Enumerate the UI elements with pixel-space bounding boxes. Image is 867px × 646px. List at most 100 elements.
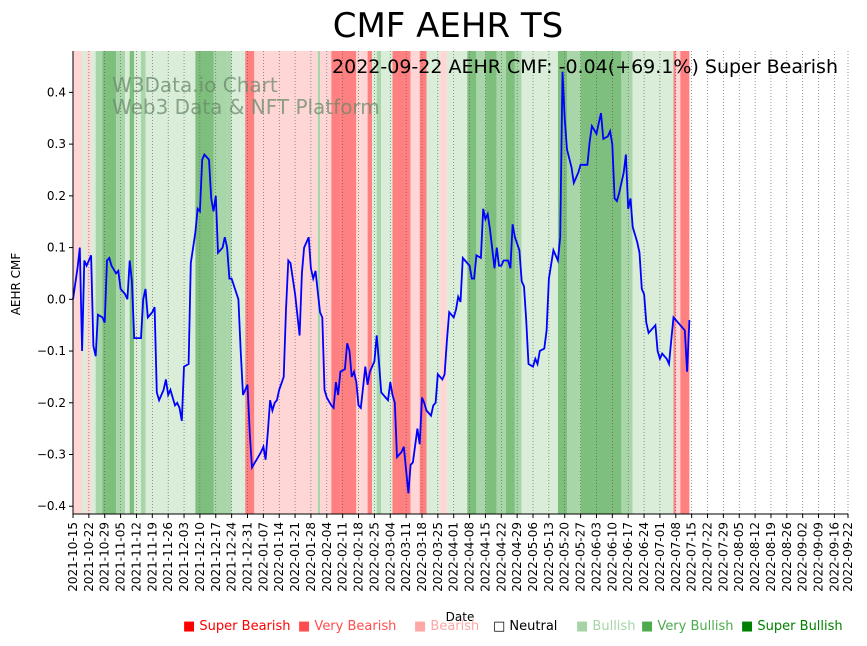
legend-item-very-bearish: ■ Very Bearish [298,619,396,634]
y-tick-label: 0.4 [47,85,66,99]
band-bullish [376,51,382,514]
y-tick-label: −0.1 [37,344,66,358]
y-tick-label: 0.3 [47,137,66,151]
band-neutral [134,51,141,514]
band-bearish [254,51,318,514]
background-bands [73,51,690,514]
y-tick-label: −0.3 [37,448,66,462]
band-bearish [440,51,447,514]
x-tick-label: 2022-05-13 [542,522,556,592]
x-tick-label: 2021-10-15 [66,522,80,592]
watermark: W3Data.io Chart Web3 Data & NFT Platform [112,73,380,119]
y-tick-label: −0.2 [37,396,66,410]
x-tick-label: 2022-07-29 [716,522,730,592]
x-tick-label: 2022-08-05 [732,522,746,592]
legend-label: Neutral [505,619,558,634]
band-very-bullish [557,51,568,514]
band-neutral [453,51,468,514]
band-bearish [410,51,420,514]
band-bullish [514,51,522,514]
legend-label: Bullish [588,619,636,634]
x-tick-label: 2022-01-07 [256,522,270,592]
band-neutral [381,51,388,514]
legend-item-bearish: ■ Bearish [414,619,479,634]
band-bullish [567,51,581,514]
x-tick-label: 2022-05-06 [526,522,540,592]
x-tick-label: 2022-07-08 [669,522,683,592]
x-tick-label: 2022-01-14 [272,522,286,592]
y-tick-label: −0.4 [37,499,66,513]
band-neutral [240,51,246,514]
legend-label: Bearish [426,619,480,634]
watermark-line-1: W3Data.io Chart [112,73,278,97]
x-tick-label: 2021-12-03 [177,522,191,592]
x-tick-label: 2022-08-19 [764,522,778,592]
x-tick-label: 2022-03-25 [431,522,445,592]
x-tick-label: 2022-06-17 [621,522,635,592]
x-tick-label: 2022-04-29 [510,522,524,592]
band-neutral [184,51,189,514]
x-tick-label: 2022-03-18 [415,522,429,592]
x-tick-label: 2022-09-02 [796,522,810,592]
band-very-bearish [331,51,341,514]
x-tick-label: 2021-12-17 [209,522,223,592]
legend-label: Super Bearish [195,619,291,634]
x-tick-label: 2021-11-19 [145,522,159,592]
band-neutral [521,51,558,514]
x-tick-label: 2022-06-03 [589,522,603,592]
x-tick-label: 2022-09-16 [827,522,841,592]
x-tick-label: 2022-02-04 [320,522,334,592]
y-axis-label: AEHR CMF [9,253,23,316]
band-very-bearish [392,51,411,514]
legend-swatch: ■ [183,619,196,634]
legend-swatch: ■ [414,619,427,634]
x-tick-label: 2022-08-12 [748,522,762,592]
legend-item-very-bullish: ■ Very Bullish [641,619,734,634]
legend-label: Super Bullish [753,619,843,634]
band-neutral [145,51,185,514]
band-bullish [621,51,633,514]
y-tick-label: 0.0 [47,292,66,306]
legend-swatch: ■ [741,619,754,634]
legend-label: Very Bearish [310,619,397,634]
band-very-bearish [340,51,357,514]
x-tick-label: 2022-02-25 [367,522,381,592]
band-neutral [426,51,432,514]
x-tick-label: 2021-11-26 [161,522,175,592]
x-tick-label: 2022-01-21 [288,522,302,592]
legend-item-super-bearish: ■ Super Bearish [183,619,291,634]
series-line [72,71,691,494]
band-bearish [360,51,368,514]
band-neutral [431,51,441,514]
legend-swatch: ■ [641,619,654,634]
band-bullish [120,51,126,514]
band-bearish [675,51,681,514]
x-tick-label: 2022-05-27 [574,522,588,592]
band-bearish [326,51,332,514]
watermark-line-2: Web3 Data & NFT Platform [112,95,380,119]
y-tick-label: 0.1 [47,241,66,255]
y-tick-label: 0.2 [47,189,66,203]
legend-item-neutral: □ Neutral [493,619,557,634]
band-very-bearish [680,51,690,514]
x-tick-label: 2022-06-24 [637,522,651,592]
x-tick-label: 2021-12-24 [225,522,239,592]
band-neutral [632,51,674,514]
x-tick-label: 2022-02-18 [352,522,366,592]
x-tick-label: 2022-04-08 [463,522,477,592]
band-neutral [125,51,130,514]
band-bullish [317,51,321,514]
legend-swatch: □ [493,619,506,634]
band-neutral [91,51,96,514]
band-neutral [231,51,241,514]
band-bullish [227,51,232,514]
x-ticks: 2021-10-15 2021-10-22 2021-10-29 2021-11-05… [66,514,855,592]
x-tick-label: 2021-10-22 [82,522,96,592]
band-bullish [213,51,228,514]
x-tick-label: 2021-10-29 [98,522,112,592]
x-tick-label: 2021-11-12 [129,522,143,592]
band-bearish [320,51,327,514]
legend-swatch: ■ [298,619,311,634]
x-tick-label: 2022-07-01 [653,522,667,592]
